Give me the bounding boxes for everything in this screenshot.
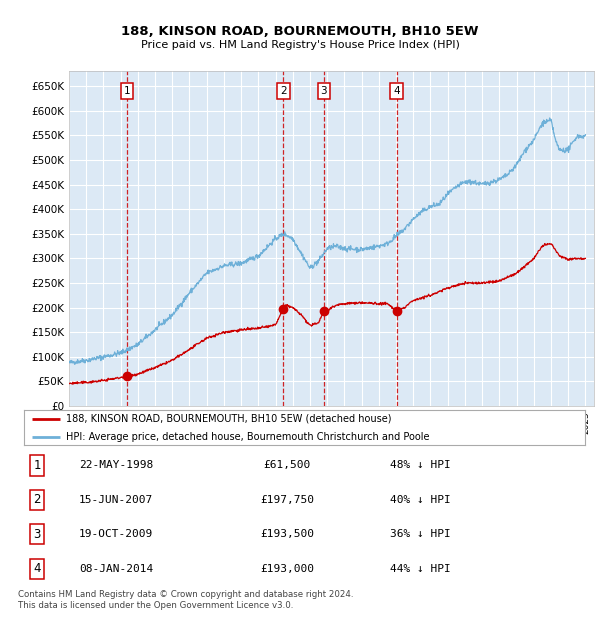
Text: £193,500: £193,500 <box>260 529 314 539</box>
Text: 188, KINSON ROAD, BOURNEMOUTH, BH10 5EW (detached house): 188, KINSON ROAD, BOURNEMOUTH, BH10 5EW … <box>66 414 392 424</box>
Text: 3: 3 <box>34 528 41 541</box>
Text: 48% ↓ HPI: 48% ↓ HPI <box>390 461 451 471</box>
Text: 19-OCT-2009: 19-OCT-2009 <box>79 529 154 539</box>
Text: Price paid vs. HM Land Registry's House Price Index (HPI): Price paid vs. HM Land Registry's House … <box>140 40 460 50</box>
Text: 36% ↓ HPI: 36% ↓ HPI <box>390 529 451 539</box>
Text: 2: 2 <box>280 86 287 96</box>
Text: 188, KINSON ROAD, BOURNEMOUTH, BH10 5EW: 188, KINSON ROAD, BOURNEMOUTH, BH10 5EW <box>121 25 479 38</box>
Text: This data is licensed under the Open Government Licence v3.0.: This data is licensed under the Open Gov… <box>18 601 293 611</box>
Text: 2: 2 <box>33 494 41 507</box>
Text: 22-MAY-1998: 22-MAY-1998 <box>79 461 154 471</box>
Text: 44% ↓ HPI: 44% ↓ HPI <box>390 564 451 574</box>
Text: 4: 4 <box>33 562 41 575</box>
Text: £193,000: £193,000 <box>260 564 314 574</box>
Text: 1: 1 <box>33 459 41 472</box>
Text: £197,750: £197,750 <box>260 495 314 505</box>
Text: Contains HM Land Registry data © Crown copyright and database right 2024.: Contains HM Land Registry data © Crown c… <box>18 590 353 600</box>
Text: 1: 1 <box>124 86 130 96</box>
Text: HPI: Average price, detached house, Bournemouth Christchurch and Poole: HPI: Average price, detached house, Bour… <box>66 432 430 442</box>
Text: 3: 3 <box>320 86 327 96</box>
Text: 40% ↓ HPI: 40% ↓ HPI <box>390 495 451 505</box>
Text: £61,500: £61,500 <box>263 461 311 471</box>
Text: 4: 4 <box>393 86 400 96</box>
Text: 08-JAN-2014: 08-JAN-2014 <box>79 564 154 574</box>
Text: 15-JUN-2007: 15-JUN-2007 <box>79 495 154 505</box>
